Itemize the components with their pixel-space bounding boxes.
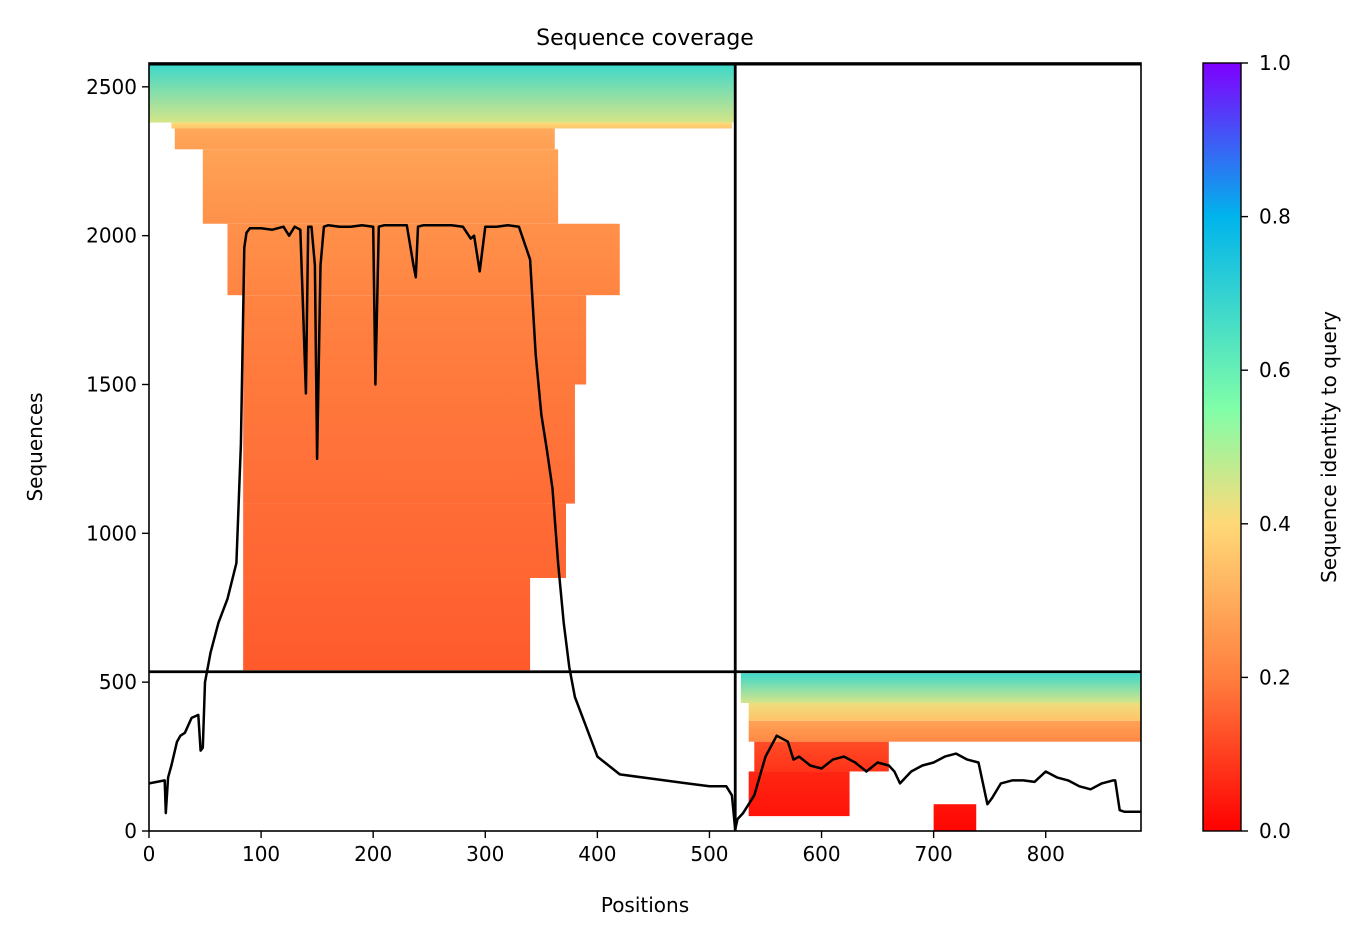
- y-tick-label: 2500: [86, 75, 137, 99]
- colorbar-label: Sequence identity to query: [1317, 311, 1341, 583]
- coverage-block: [243, 503, 566, 578]
- colorbar-ticks: 0.0 0.2 0.4 0.6 0.8 1.0: [1241, 51, 1291, 843]
- y-tick-label: 2000: [86, 224, 137, 248]
- colorbar-tick-label: 1.0: [1259, 51, 1291, 75]
- x-tick-label: 200: [354, 842, 392, 866]
- coverage-block: [202, 149, 559, 224]
- x-tick-label: 600: [802, 842, 840, 866]
- coverage-block: [227, 223, 620, 296]
- coverage-block: [171, 122, 732, 129]
- y-tick-label: 1500: [86, 372, 137, 396]
- coverage-block: [933, 804, 977, 831]
- coverage-block: [149, 64, 736, 123]
- plot-area: [149, 63, 1141, 831]
- domain-boundaries: [149, 63, 1141, 831]
- y-tick-label: 500: [99, 670, 137, 694]
- colorbar-tick-label: 0.4: [1259, 512, 1291, 536]
- colorbar-tick-label: 0.0: [1259, 819, 1291, 843]
- coverage-blocks: [149, 64, 1141, 831]
- y-tick-label: 1000: [86, 521, 137, 545]
- coverage-block: [748, 771, 850, 817]
- chart-title: Sequence coverage: [536, 26, 754, 51]
- x-tick-label: 800: [1027, 842, 1065, 866]
- coverage-block: [243, 577, 531, 671]
- x-tick-label: 100: [242, 842, 280, 866]
- x-tick-label: 0: [143, 842, 156, 866]
- colorbar: [1202, 62, 1242, 832]
- x-tick-label: 700: [915, 842, 953, 866]
- x-axis-ticks: 0 100 200 300 400 500 600 700 800: [143, 831, 1065, 866]
- coverage-block: [748, 703, 1141, 721]
- plot-frame: [148, 62, 1142, 832]
- y-axis-label: Sequences: [23, 392, 47, 501]
- y-tick-label: 0: [124, 819, 137, 843]
- coverage-line: [149, 223, 1141, 831]
- coverage-block: [740, 673, 1141, 703]
- x-tick-label: 500: [690, 842, 728, 866]
- coverage-block: [748, 720, 1141, 742]
- coverage-block: [243, 295, 587, 385]
- colorbar-tick-label: 0.8: [1259, 205, 1291, 229]
- coverage-block: [174, 128, 555, 150]
- coverage-block: [754, 741, 889, 772]
- x-tick-label: 300: [466, 842, 504, 866]
- x-axis-label: Positions: [601, 893, 689, 917]
- coverage-block: [243, 384, 575, 504]
- y-axis-ticks: 0 500 1000 1500 2000 2500: [86, 75, 149, 843]
- x-tick-label: 400: [578, 842, 616, 866]
- colorbar-tick-label: 0.6: [1259, 358, 1291, 382]
- colorbar-tick-label: 0.2: [1259, 665, 1291, 689]
